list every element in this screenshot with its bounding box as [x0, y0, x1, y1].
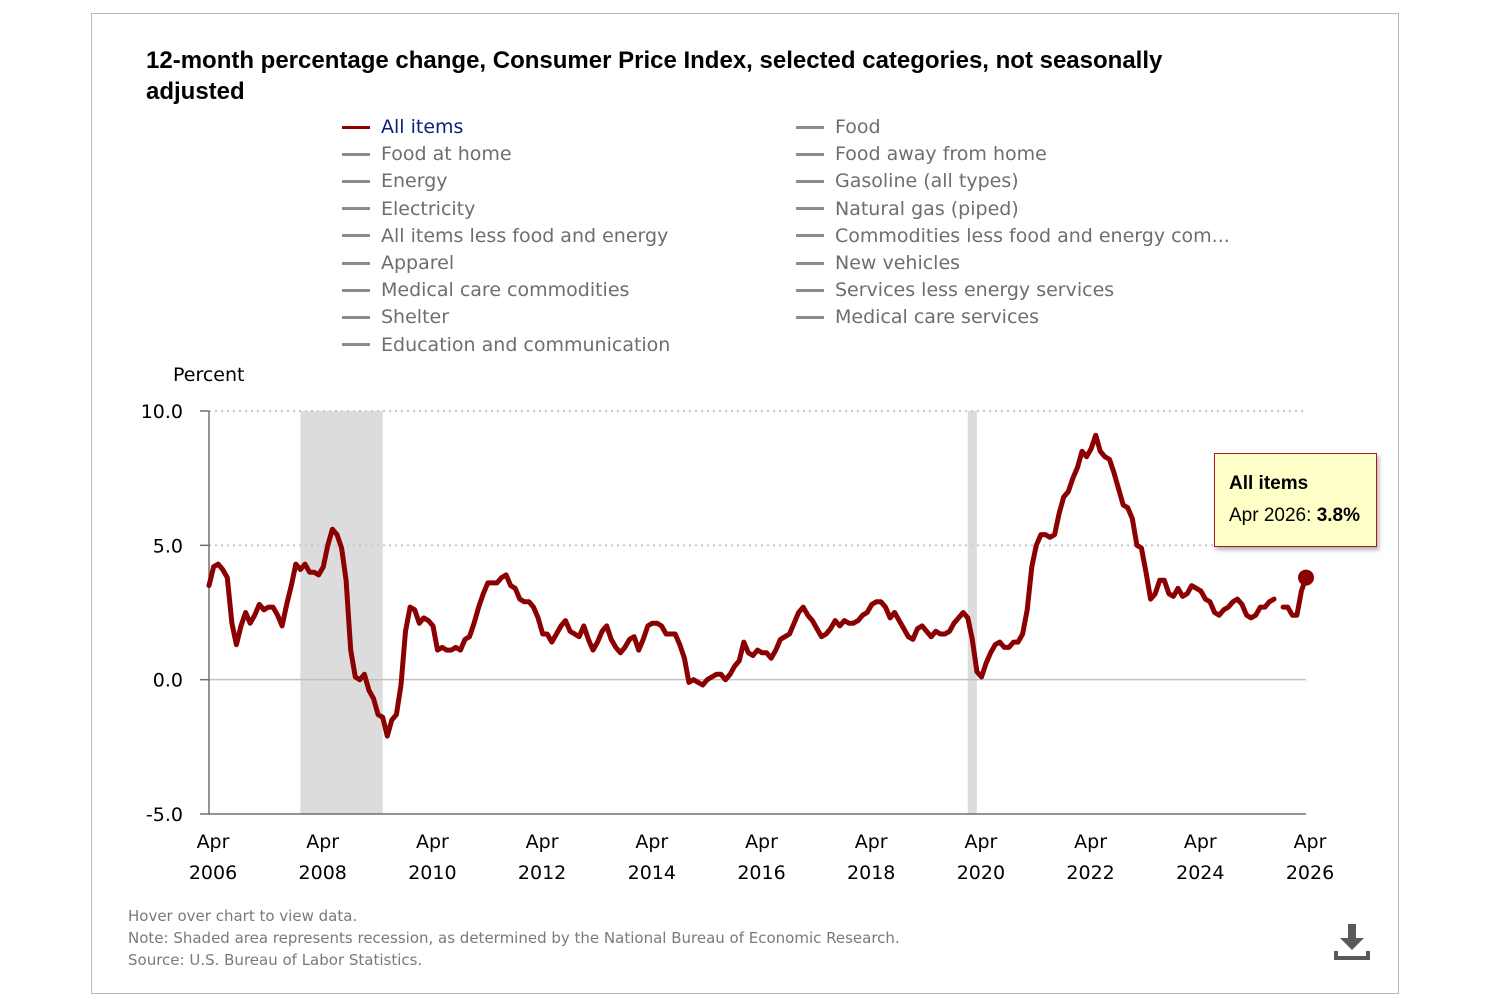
recession-band — [967, 411, 977, 814]
legend-item[interactable]: Gasoline (all types) — [796, 168, 1019, 194]
x-tick-label-year: 2018 — [847, 862, 895, 884]
highlighted-data-point[interactable] — [1298, 569, 1314, 586]
legend-label: Medical care services — [835, 306, 1039, 329]
x-tick-label-year: 2014 — [628, 862, 676, 884]
tooltip-series-name: All items — [1229, 473, 1309, 494]
legend-swatch — [342, 179, 370, 183]
legend-item[interactable]: All items — [342, 114, 463, 140]
legend-label: Electricity — [381, 197, 476, 220]
legend-label: Natural gas (piped) — [835, 197, 1019, 220]
tooltip-value: 3.8% — [1316, 505, 1360, 526]
legend-label: Medical care commodities — [381, 279, 630, 302]
x-tick-label-month: Apr — [635, 831, 668, 853]
legend-item[interactable]: Medical care services — [796, 304, 1039, 330]
legend-label: Shelter — [381, 306, 450, 329]
legend-item[interactable]: All items less food and energy — [342, 223, 668, 249]
legend-label: Commodities less food and energy com... — [835, 224, 1230, 247]
legend-swatch — [342, 125, 370, 129]
legend-swatch — [342, 315, 370, 319]
series-line-all-items[interactable] — [1280, 575, 1309, 618]
x-tick-label-year: 2008 — [299, 862, 347, 884]
legend-swatch — [342, 343, 370, 347]
legend-swatch — [342, 207, 370, 211]
legend-label: Apparel — [381, 252, 455, 274]
x-tick-label-month: Apr — [745, 831, 778, 853]
tooltip-row: Apr 2026: 3.8% — [1229, 505, 1360, 527]
legend-swatch — [796, 315, 824, 319]
legend-swatch — [796, 207, 824, 211]
legend-label: All items less food and energy — [381, 224, 669, 247]
legend-label: Education and communication — [381, 333, 671, 356]
x-tick-label-month: Apr — [1074, 831, 1107, 853]
x-tick-label-month: Apr — [1294, 831, 1327, 853]
y-axis-title: Percent — [173, 364, 245, 386]
legend-label: Food at home — [381, 143, 512, 166]
legend-item[interactable]: Energy — [342, 168, 448, 194]
chart-notes: Hover over chart to view data. Note: Sha… — [128, 905, 900, 971]
plot-area[interactable]: 10.0 5.0 0.0 -5.0 Apr 2006 Apr 2008 Apr 2010 Apr 20… — [0, 0, 1500, 900]
legend-swatch — [342, 234, 370, 238]
legend-item[interactable]: Shelter — [342, 304, 449, 330]
legend-label: Food — [835, 116, 881, 138]
x-tick-label-month: Apr — [526, 831, 559, 853]
legend-swatch — [796, 261, 824, 265]
legend-item[interactable]: Food at home — [342, 141, 512, 167]
legend-swatch — [342, 152, 370, 156]
x-tick-label-year: 2010 — [408, 862, 456, 884]
legend-item[interactable]: Food — [796, 114, 881, 140]
recession-note: Note: Shaded area represents recession, … — [128, 929, 900, 947]
legend-label: Services less energy services — [835, 279, 1115, 302]
download-icon — [1334, 924, 1370, 960]
x-tick-label-year: 2022 — [1066, 862, 1114, 884]
legend: All items Food Food at home Food away from … — [342, 114, 1242, 364]
x-tick-label-year: 2026 — [1286, 862, 1334, 884]
data-tooltip: All items Apr 2026: 3.8% — [1214, 453, 1377, 547]
hover-hint: Hover over chart to view data. — [128, 907, 358, 925]
download-button[interactable] — [1330, 922, 1374, 966]
legend-label: Food away from home — [835, 143, 1047, 166]
x-tick-label-month: Apr — [306, 831, 339, 853]
legend-label: New vehicles — [835, 252, 961, 274]
x-tick-label-month: Apr — [416, 831, 449, 853]
legend-label: All items — [381, 116, 464, 138]
legend-item[interactable]: Electricity — [342, 196, 475, 222]
tooltip-date: Apr 2026: — [1229, 505, 1312, 526]
x-tick-label-year: 2024 — [1176, 862, 1224, 884]
x-tick-label-month: Apr — [197, 831, 230, 853]
recession-band — [300, 411, 383, 814]
legend-swatch — [796, 125, 824, 129]
legend-item[interactable]: Apparel — [342, 250, 454, 276]
legend-item[interactable]: Food away from home — [796, 141, 1047, 167]
legend-swatch — [796, 234, 824, 238]
legend-item[interactable]: Medical care commodities — [342, 277, 629, 303]
x-tick-label-year: 2016 — [737, 862, 785, 884]
legend-label: Energy — [381, 170, 448, 193]
legend-item[interactable]: New vehicles — [796, 250, 960, 276]
legend-swatch — [342, 261, 370, 265]
x-tick-label-year: 2006 — [189, 862, 237, 884]
source-note: Source: U.S. Bureau of Labor Statistics. — [128, 951, 423, 969]
legend-item[interactable]: Education and communication — [342, 332, 670, 358]
chart-title: 12-month percentage change, Consumer Pri… — [146, 47, 1163, 105]
legend-swatch — [796, 152, 824, 156]
legend-item[interactable]: Services less energy services — [796, 277, 1114, 303]
y-tick-label: 5.0 — [153, 535, 183, 557]
y-tick-label: 10.0 — [141, 401, 183, 423]
x-tick-label-month: Apr — [855, 831, 888, 853]
legend-item[interactable]: Commodities less food and energy com... — [796, 223, 1230, 249]
x-tick-label-month: Apr — [964, 831, 997, 853]
legend-label: Gasoline (all types) — [835, 170, 1019, 193]
series-line-all-items[interactable] — [206, 432, 1277, 739]
legend-item[interactable]: Natural gas (piped) — [796, 196, 1019, 222]
y-tick-label: 0.0 — [153, 670, 183, 692]
y-tick-label: -5.0 — [146, 804, 183, 826]
x-tick-label-year: 2020 — [957, 862, 1005, 884]
legend-swatch — [796, 288, 824, 292]
x-tick-label-month: Apr — [1184, 831, 1217, 853]
legend-swatch — [796, 179, 824, 183]
legend-swatch — [342, 288, 370, 292]
x-tick-label-year: 2012 — [518, 862, 566, 884]
